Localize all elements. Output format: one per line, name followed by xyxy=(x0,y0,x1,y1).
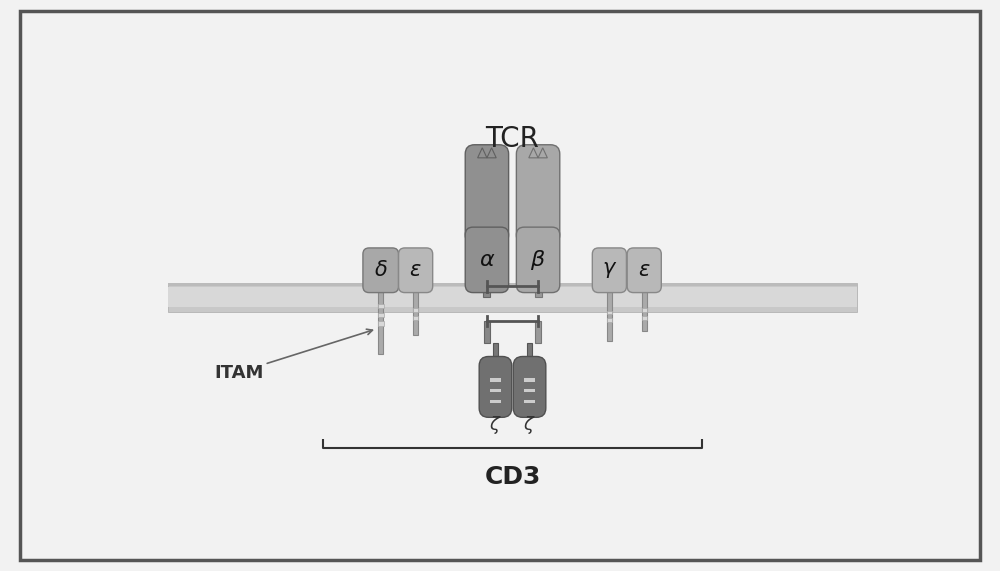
FancyBboxPatch shape xyxy=(513,356,546,417)
Bar xyxy=(607,319,612,322)
Bar xyxy=(168,287,857,307)
Text: $\varepsilon$: $\varepsilon$ xyxy=(409,261,422,280)
FancyBboxPatch shape xyxy=(399,248,433,292)
Polygon shape xyxy=(478,148,487,158)
Bar xyxy=(378,321,384,325)
Bar xyxy=(490,378,501,381)
Bar xyxy=(168,283,857,312)
Text: $\beta$: $\beta$ xyxy=(530,248,546,272)
Text: $\zeta$: $\zeta$ xyxy=(523,414,536,436)
Bar xyxy=(483,285,490,297)
Bar xyxy=(607,287,612,341)
Bar xyxy=(378,287,383,354)
Polygon shape xyxy=(538,148,547,158)
Bar xyxy=(378,304,384,308)
Text: $\gamma$: $\gamma$ xyxy=(602,260,617,280)
Bar xyxy=(493,343,498,366)
Bar xyxy=(413,287,418,335)
Bar xyxy=(535,321,541,343)
FancyBboxPatch shape xyxy=(479,356,512,417)
FancyBboxPatch shape xyxy=(516,145,560,244)
Bar xyxy=(413,308,418,312)
Bar xyxy=(642,308,647,312)
Bar xyxy=(642,287,647,331)
Bar xyxy=(527,343,532,366)
Text: $\delta$: $\delta$ xyxy=(374,260,388,280)
Bar xyxy=(535,285,542,297)
Text: $\zeta$: $\zeta$ xyxy=(489,414,502,436)
FancyBboxPatch shape xyxy=(592,248,626,292)
Bar xyxy=(413,316,418,320)
Text: $\varepsilon$: $\varepsilon$ xyxy=(638,261,651,280)
Polygon shape xyxy=(487,148,496,158)
Bar xyxy=(642,316,647,320)
Bar xyxy=(168,283,857,286)
Text: TCR: TCR xyxy=(486,124,539,152)
FancyBboxPatch shape xyxy=(465,145,509,244)
Polygon shape xyxy=(529,148,538,158)
Bar xyxy=(607,311,612,314)
Bar xyxy=(490,400,501,403)
Bar xyxy=(484,321,490,343)
FancyBboxPatch shape xyxy=(465,227,509,292)
FancyBboxPatch shape xyxy=(363,248,399,292)
Text: ITAM: ITAM xyxy=(214,364,264,383)
Bar xyxy=(524,389,535,392)
Bar xyxy=(524,378,535,381)
Bar xyxy=(524,400,535,403)
FancyBboxPatch shape xyxy=(516,227,560,292)
Text: $\alpha$: $\alpha$ xyxy=(479,250,495,271)
Bar xyxy=(490,389,501,392)
FancyBboxPatch shape xyxy=(627,248,661,292)
Bar xyxy=(378,312,384,317)
Text: CD3: CD3 xyxy=(484,465,541,489)
